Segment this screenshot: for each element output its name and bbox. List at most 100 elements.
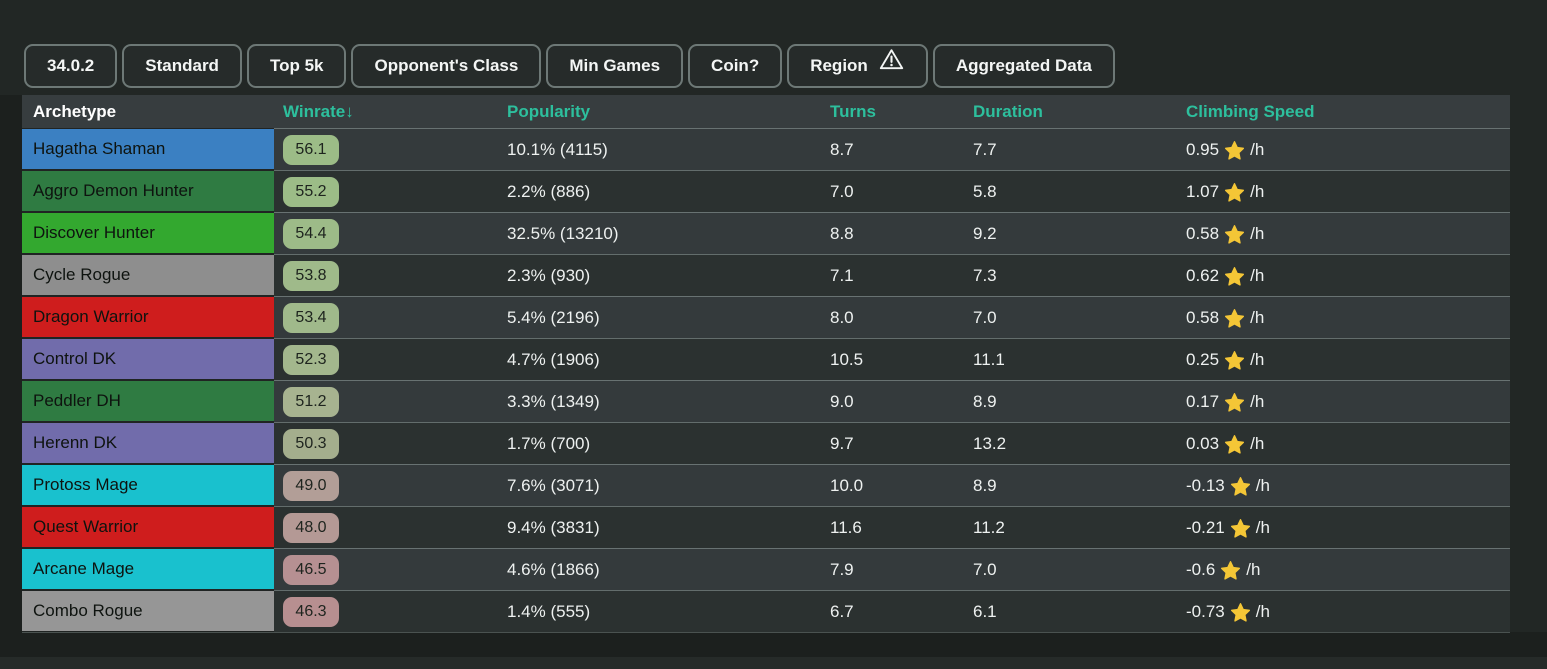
turns-cell: 8.0 (830, 307, 854, 327)
column-header-archetype[interactable]: Archetype (33, 101, 117, 121)
winrate-cell: 51.2 (274, 386, 504, 417)
column-header-climbing-speed[interactable]: Climbing Speed (1186, 101, 1315, 121)
climbing-speed-cell: -0.73 /h (1183, 601, 1510, 622)
duration-cell: 9.2 (973, 223, 997, 243)
climbing-speed-cell: 0.03 /h (1183, 433, 1510, 454)
winrate-badge: 55.2 (283, 176, 339, 207)
patch-version-button[interactable]: 34.0.2 (24, 44, 118, 88)
row-stats: 53.4 5.4% (2196) 8.0 7.0 0.58 /h (274, 296, 1510, 338)
archetype-cell: Quest Warrior (22, 506, 274, 548)
row-stats: 51.2 3.3% (1349) 9.0 8.9 0.17 /h (274, 380, 1510, 422)
archetype-cell: Dragon Warrior (22, 296, 274, 338)
turns-cell: 10.0 (830, 475, 864, 495)
climbing-speed-cell: 1.07 /h (1183, 181, 1510, 202)
turns-cell: 6.7 (830, 601, 854, 621)
duration-cell: 13.2 (973, 433, 1007, 453)
archetype-cell: Cycle Rogue (22, 254, 274, 296)
popularity-cell: 4.6% (1866) (507, 559, 600, 579)
archetype-label: Discover Hunter (22, 213, 274, 253)
climbing-speed-cell: 0.17 /h (1183, 391, 1510, 412)
duration-cell: 6.1 (973, 601, 997, 621)
archetype-cell: Arcane Mage (22, 548, 274, 590)
duration-cell: 7.0 (973, 307, 997, 327)
winrate-cell: 50.3 (274, 428, 504, 459)
table-row[interactable]: Arcane Mage 46.5 4.6% (1866) 7.9 7.0 -0.… (22, 548, 1510, 590)
climbing-speed-value: 0.17 (1186, 391, 1220, 411)
archetype-label: Combo Rogue (22, 591, 274, 631)
min-games-button[interactable]: Min Games (546, 44, 684, 88)
per-hour-suffix: /h (1250, 307, 1265, 327)
climbing-speed-value: 0.58 (1186, 307, 1220, 327)
winrate-cell: 46.3 (274, 596, 504, 627)
rank-filter-button[interactable]: Top 5k (246, 44, 347, 88)
table-row[interactable]: Dragon Warrior 53.4 5.4% (2196) 8.0 7.0 … (22, 296, 1510, 338)
per-hour-suffix: /h (1246, 559, 1261, 579)
winrate-cell: 54.4 (274, 218, 504, 249)
column-header-duration[interactable]: Duration (973, 101, 1043, 121)
row-stats: 49.0 7.6% (3071) 10.0 8.9 -0.13 /h (274, 464, 1510, 506)
duration-cell: 7.3 (973, 265, 997, 285)
table-row[interactable]: Protoss Mage 49.0 7.6% (3071) 10.0 8.9 -… (22, 464, 1510, 506)
per-hour-suffix: /h (1255, 517, 1270, 537)
table-row[interactable]: Quest Warrior 48.0 9.4% (3831) 11.6 11.2… (22, 506, 1510, 548)
popularity-cell: 2.2% (886) (507, 181, 591, 201)
table-header-row: Archetype Winrate↓ Popularity Turns Dura… (22, 95, 1510, 128)
turns-cell: 7.0 (830, 181, 854, 201)
archetype-label: Dragon Warrior (22, 297, 274, 337)
popularity-cell: 32.5% (13210) (507, 223, 619, 243)
table-row[interactable]: Cycle Rogue 53.8 2.3% (930) 7.1 7.3 0.62… (22, 254, 1510, 296)
turns-cell: 8.7 (830, 139, 854, 159)
table-row[interactable]: Herenn DK 50.3 1.7% (700) 9.7 13.2 0.03 … (22, 422, 1510, 464)
climbing-speed-cell: -0.13 /h (1183, 475, 1510, 496)
column-header-turns[interactable]: Turns (830, 101, 876, 121)
climbing-speed-cell: -0.6 /h (1183, 559, 1510, 580)
star-icon (1225, 141, 1245, 160)
star-icon (1230, 519, 1250, 538)
archetype-label: Herenn DK (22, 423, 274, 463)
archetype-cell: Control DK (22, 338, 274, 380)
duration-cell: 11.2 (973, 517, 1005, 537)
coin-button[interactable]: Coin? (688, 44, 783, 88)
climbing-speed-value: -0.73 (1186, 601, 1225, 621)
winrate-badge: 49.0 (283, 470, 339, 501)
popularity-cell: 3.3% (1349) (507, 391, 600, 411)
format-label: Standard (145, 56, 219, 75)
column-header-popularity[interactable]: Popularity (507, 101, 591, 121)
climbing-speed-value: 0.25 (1186, 349, 1220, 369)
per-hour-suffix: /h (1250, 349, 1265, 369)
popularity-cell: 1.4% (555) (507, 601, 591, 621)
opponents-class-button[interactable]: Opponent's Class (351, 44, 542, 88)
winrate-cell: 49.0 (274, 470, 504, 501)
table-row[interactable]: Peddler DH 51.2 3.3% (1349) 9.0 8.9 0.17… (22, 380, 1510, 422)
opponents-class-label: Opponent's Class (374, 56, 519, 75)
popularity-cell: 2.3% (930) (507, 265, 591, 285)
per-hour-suffix: /h (1250, 181, 1265, 201)
archetype-label: Peddler DH (22, 381, 274, 421)
star-icon (1225, 351, 1245, 370)
climbing-speed-value: 0.58 (1186, 223, 1220, 243)
format-button[interactable]: Standard (122, 44, 242, 88)
aggregated-data-label: Aggregated Data (955, 56, 1092, 75)
rank-filter-label: Top 5k (269, 56, 324, 75)
table-row[interactable]: Control DK 52.3 4.7% (1906) 10.5 11.1 0.… (22, 338, 1510, 380)
climbing-speed-value: 0.03 (1186, 433, 1220, 453)
table-row[interactable]: Combo Rogue 46.3 1.4% (555) 6.7 6.1 -0.7… (22, 590, 1510, 632)
region-button[interactable]: Region (787, 44, 928, 88)
column-header-winrate[interactable]: Winrate↓ (283, 101, 354, 121)
winrate-badge: 53.8 (283, 260, 339, 291)
winrate-badge: 51.2 (283, 386, 339, 417)
archetype-stats-table: Archetype Winrate↓ Popularity Turns Dura… (22, 95, 1510, 633)
duration-cell: 8.9 (973, 391, 997, 411)
star-icon (1225, 225, 1245, 244)
duration-cell: 5.8 (973, 181, 997, 201)
archetype-cell: Herenn DK (22, 422, 274, 464)
aggregated-data-button[interactable]: Aggregated Data (932, 44, 1115, 88)
region-label: Region (810, 56, 868, 75)
popularity-cell: 9.4% (3831) (507, 517, 600, 537)
row-stats: 54.4 32.5% (13210) 8.8 9.2 0.58 /h (274, 212, 1510, 254)
climbing-speed-value: -0.6 (1186, 559, 1216, 579)
table-row[interactable]: Discover Hunter 54.4 32.5% (13210) 8.8 9… (22, 212, 1510, 254)
table-row[interactable]: Hagatha Shaman 56.1 10.1% (4115) 8.7 7.7… (22, 128, 1510, 170)
table-row[interactable]: Aggro Demon Hunter 55.2 2.2% (886) 7.0 5… (22, 170, 1510, 212)
winrate-badge: 50.3 (283, 428, 339, 459)
